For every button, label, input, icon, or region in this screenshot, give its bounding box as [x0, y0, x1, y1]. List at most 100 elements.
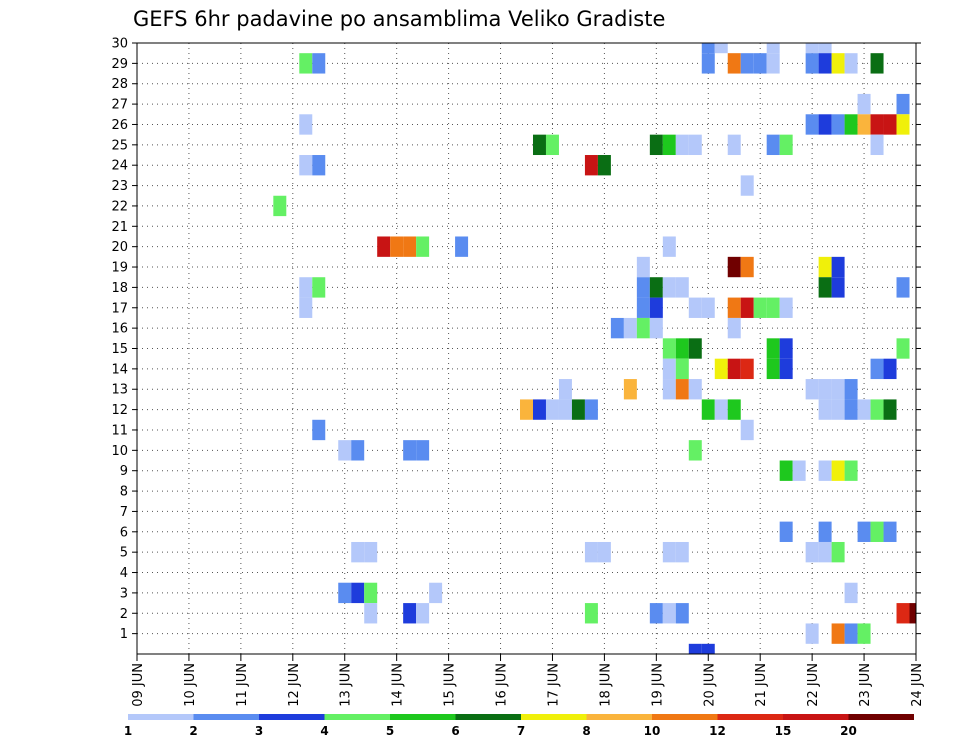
- precip-cell: [727, 297, 741, 318]
- precip-cell: [662, 603, 676, 624]
- y-tick-label: 11: [111, 423, 128, 438]
- legend-label: 4: [320, 724, 328, 738]
- legend-swatch: [521, 714, 587, 720]
- precip-cell: [896, 603, 910, 624]
- precip-cell: [766, 297, 780, 318]
- precip-cell: [714, 399, 728, 420]
- precip-cell: [831, 541, 845, 563]
- y-tick-label: 5: [120, 546, 128, 561]
- precip-cell: [883, 114, 897, 135]
- precip-cell: [558, 399, 572, 420]
- precip-cell: [662, 338, 676, 359]
- y-tick-label: 26: [111, 118, 128, 133]
- precip-cell: [623, 379, 637, 400]
- precip-cell: [558, 379, 572, 400]
- precip-cell: [870, 53, 884, 74]
- precip-cell: [740, 419, 754, 441]
- precip-cell: [779, 297, 793, 318]
- precip-cell: [584, 541, 598, 563]
- precip-cell: [675, 358, 689, 380]
- precip-cell: [857, 623, 871, 644]
- y-tick-label: 4: [120, 566, 128, 581]
- precip-cell: [675, 379, 689, 400]
- precip-cell: [727, 358, 741, 380]
- precip-cell: [831, 460, 845, 481]
- precip-cell: [857, 521, 871, 542]
- precip-cell: [766, 338, 780, 359]
- precip-cell: [727, 399, 741, 420]
- y-tick-label: 2: [120, 607, 128, 622]
- precip-cell: [675, 541, 689, 563]
- y-tick-label: 20: [111, 240, 128, 255]
- y-tick-label: 7: [120, 505, 128, 520]
- precip-cell: [844, 582, 858, 604]
- precip-cell: [688, 134, 702, 156]
- y-tick-label: 18: [111, 281, 128, 296]
- precip-cell: [818, 53, 832, 74]
- precip-cell: [545, 399, 559, 420]
- precip-cell: [701, 53, 715, 74]
- precip-cell: [649, 277, 663, 298]
- precip-cell: [403, 440, 417, 461]
- chart-title: GEFS 6hr padavine po ansamblima Veliko G…: [133, 7, 665, 31]
- precip-cell: [649, 134, 663, 156]
- legend-label: 7: [517, 724, 525, 738]
- precip-cell: [351, 582, 365, 604]
- precip-cell: [831, 277, 845, 298]
- precip-cell: [740, 358, 754, 380]
- precip-cell: [299, 155, 313, 176]
- x-axis-ticks: 09 JUN 10 JUN 11 JUN 12 JUN 13 JUN 14 JUN 15 J…: [131, 654, 925, 707]
- precip-cell: [649, 603, 663, 624]
- precip-cell: [883, 521, 897, 542]
- y-tick-label: 25: [111, 138, 128, 153]
- precip-cell: [831, 53, 845, 74]
- precip-cell: [896, 114, 910, 135]
- precip-cell: [818, 277, 832, 298]
- precip-cell: [909, 603, 916, 624]
- x-tick-label: 20 JUN: [702, 663, 717, 707]
- precip-cell: [818, 521, 832, 542]
- y-tick-label: 15: [111, 342, 128, 357]
- legend-label: 20: [840, 724, 857, 738]
- precip-cell: [312, 53, 326, 74]
- precip-cell: [870, 134, 884, 156]
- legend-label: 10: [644, 724, 661, 738]
- precip-cell: [714, 358, 728, 380]
- x-tick-label: 14 JUN: [391, 663, 406, 707]
- precip-cell: [740, 297, 754, 318]
- precip-cell: [870, 521, 884, 542]
- precip-cell: [649, 297, 663, 318]
- precip-cell: [675, 338, 689, 359]
- precip-cell: [390, 236, 404, 257]
- precip-cell: [662, 277, 676, 298]
- precip-cell: [896, 93, 910, 115]
- y-tick-label: 27: [111, 98, 128, 113]
- x-tick-label: 18 JUN: [598, 663, 613, 707]
- precip-cell: [714, 43, 728, 54]
- precip-cell: [299, 297, 313, 318]
- precip-cell: [532, 399, 546, 420]
- y-tick-label: 29: [111, 57, 128, 72]
- precip-cell: [805, 43, 819, 54]
- precip-cell: [532, 134, 546, 156]
- legend-swatch: [128, 714, 194, 720]
- precip-cell: [727, 317, 741, 339]
- precip-cell: [818, 379, 832, 400]
- precip-cell: [870, 114, 884, 135]
- precip-cell: [662, 541, 676, 563]
- precip-cell: [623, 317, 637, 339]
- precip-cell: [312, 419, 326, 441]
- precip-cell: [792, 460, 806, 481]
- precip-cell: [662, 358, 676, 380]
- y-tick-label: 13: [111, 383, 128, 398]
- precip-cell: [844, 379, 858, 400]
- precip-cell: [675, 134, 689, 156]
- precip-cell: [403, 236, 417, 257]
- legend-swatch: [586, 714, 652, 720]
- precip-cell: [662, 134, 676, 156]
- legend-swatch: [652, 714, 718, 720]
- precip-cell: [403, 603, 417, 624]
- legend-label: 15: [775, 724, 792, 738]
- precip-cell: [636, 317, 650, 339]
